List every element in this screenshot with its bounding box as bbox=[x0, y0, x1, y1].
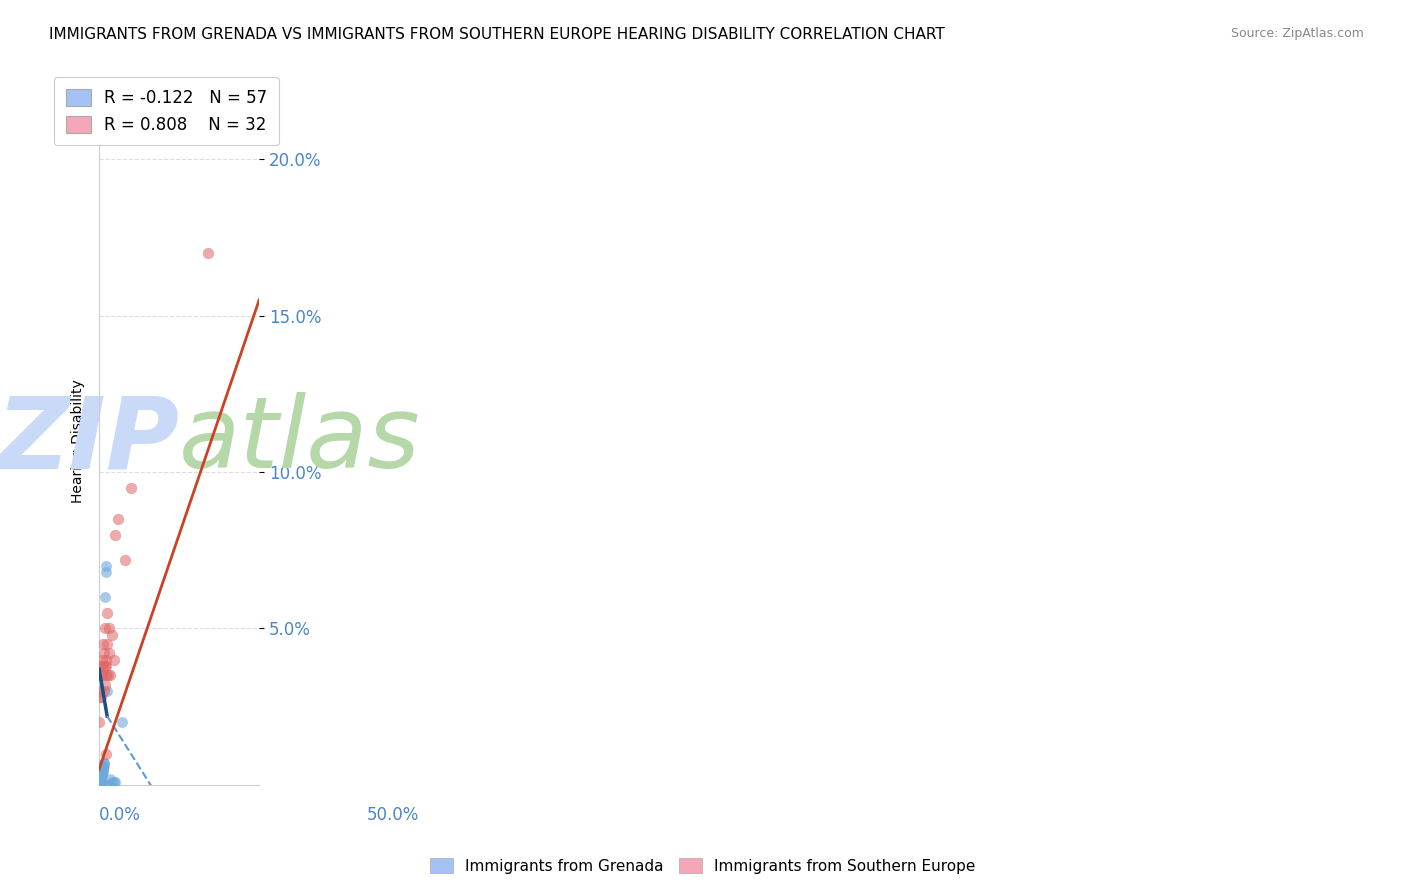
Point bbox=[90, 690, 112, 705]
Point bbox=[90, 765, 112, 780]
Point bbox=[94, 678, 117, 692]
Point bbox=[91, 759, 114, 773]
Point bbox=[90, 762, 112, 776]
Point bbox=[104, 527, 127, 541]
Point bbox=[91, 653, 114, 667]
Point bbox=[96, 684, 118, 698]
Point bbox=[98, 647, 121, 661]
Point bbox=[89, 772, 111, 786]
Point bbox=[91, 762, 114, 776]
Point bbox=[96, 653, 118, 667]
Point bbox=[91, 759, 114, 773]
Point bbox=[89, 768, 111, 782]
Point bbox=[93, 659, 115, 673]
Point bbox=[89, 774, 111, 789]
Point bbox=[89, 774, 111, 789]
Point bbox=[101, 628, 124, 642]
Point bbox=[89, 774, 111, 789]
Text: ZIP: ZIP bbox=[0, 392, 179, 489]
Point bbox=[97, 668, 120, 682]
Point bbox=[90, 772, 112, 786]
Point bbox=[94, 622, 117, 636]
Point bbox=[197, 246, 219, 260]
Point bbox=[89, 774, 111, 789]
Point bbox=[90, 768, 112, 782]
Point bbox=[94, 747, 117, 761]
Point bbox=[91, 765, 114, 780]
Point bbox=[89, 774, 111, 789]
Point bbox=[96, 565, 118, 579]
Point bbox=[90, 668, 112, 682]
Point bbox=[89, 778, 111, 792]
Point bbox=[93, 759, 115, 773]
Point bbox=[96, 606, 118, 620]
Point bbox=[93, 756, 115, 770]
Point bbox=[107, 512, 129, 526]
Point bbox=[89, 774, 111, 789]
Text: Source: ZipAtlas.com: Source: ZipAtlas.com bbox=[1230, 27, 1364, 40]
Point bbox=[94, 558, 117, 573]
Point bbox=[89, 772, 111, 786]
Point bbox=[89, 778, 111, 792]
Legend: R = -0.122   N = 57, R = 0.808    N = 32: R = -0.122 N = 57, R = 0.808 N = 32 bbox=[53, 78, 278, 145]
Point bbox=[89, 774, 111, 789]
Point bbox=[120, 481, 142, 495]
Point bbox=[91, 765, 114, 780]
Text: 50.0%: 50.0% bbox=[367, 805, 419, 823]
Point bbox=[91, 768, 114, 782]
Point bbox=[90, 772, 112, 786]
Point bbox=[96, 637, 118, 651]
Point bbox=[89, 715, 111, 730]
Point bbox=[97, 778, 120, 792]
Point bbox=[90, 774, 112, 789]
Point bbox=[114, 552, 136, 566]
Point bbox=[90, 774, 112, 789]
Point bbox=[89, 774, 111, 789]
Point bbox=[90, 659, 112, 673]
Point bbox=[104, 774, 127, 789]
Point bbox=[91, 762, 114, 776]
Text: IMMIGRANTS FROM GRENADA VS IMMIGRANTS FROM SOUTHERN EUROPE HEARING DISABILITY CO: IMMIGRANTS FROM GRENADA VS IMMIGRANTS FR… bbox=[49, 27, 945, 42]
Point bbox=[89, 778, 111, 792]
Point bbox=[91, 637, 114, 651]
Point bbox=[90, 768, 112, 782]
Point bbox=[89, 778, 111, 792]
Point bbox=[93, 756, 115, 770]
Point bbox=[98, 668, 121, 682]
Point bbox=[90, 668, 112, 682]
Point bbox=[91, 659, 114, 673]
Point bbox=[89, 778, 111, 792]
Point bbox=[89, 772, 111, 786]
Point bbox=[90, 768, 112, 782]
Point bbox=[93, 684, 115, 698]
Point bbox=[94, 659, 117, 673]
Point bbox=[94, 590, 117, 604]
Point bbox=[89, 772, 111, 786]
Point bbox=[91, 765, 114, 780]
Point bbox=[89, 778, 111, 792]
Point bbox=[91, 762, 114, 776]
Point bbox=[89, 690, 111, 705]
Point bbox=[97, 778, 120, 792]
Point bbox=[93, 647, 115, 661]
Point bbox=[89, 768, 111, 782]
Point bbox=[91, 762, 114, 776]
Point bbox=[97, 622, 120, 636]
Point bbox=[103, 774, 125, 789]
Point bbox=[90, 768, 112, 782]
Legend: Immigrants from Grenada, Immigrants from Southern Europe: Immigrants from Grenada, Immigrants from… bbox=[425, 852, 981, 880]
Point bbox=[96, 668, 118, 682]
Y-axis label: Hearing Disability: Hearing Disability bbox=[72, 379, 86, 502]
Point bbox=[103, 653, 125, 667]
Point bbox=[89, 772, 111, 786]
Text: atlas: atlas bbox=[179, 392, 420, 489]
Point bbox=[110, 715, 132, 730]
Point bbox=[98, 772, 121, 786]
Point bbox=[89, 684, 111, 698]
Point bbox=[90, 772, 112, 786]
Point bbox=[90, 765, 112, 780]
Point bbox=[101, 774, 124, 789]
Text: 0.0%: 0.0% bbox=[100, 805, 141, 823]
